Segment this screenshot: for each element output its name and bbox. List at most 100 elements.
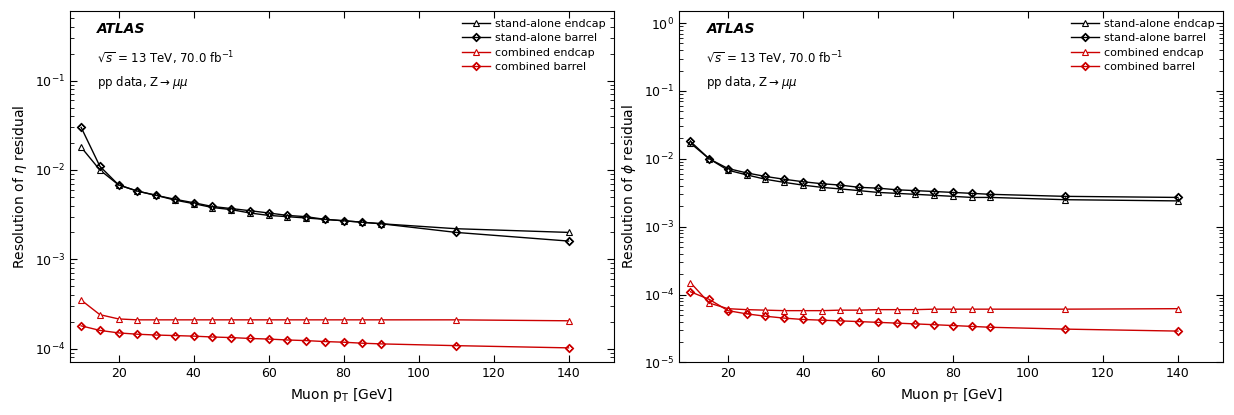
stand-alone barrel xyxy=(927,189,942,194)
stand-alone endcap xyxy=(684,141,698,146)
combined endcap xyxy=(777,308,792,313)
combined barrel xyxy=(870,320,885,325)
stand-alone endcap xyxy=(449,226,464,231)
combined endcap xyxy=(702,300,717,305)
Line: stand-alone endcap: stand-alone endcap xyxy=(78,144,573,236)
stand-alone barrel xyxy=(721,166,735,171)
Line: stand-alone barrel: stand-alone barrel xyxy=(77,123,573,245)
combined endcap xyxy=(890,307,905,312)
combined barrel xyxy=(130,332,144,337)
combined endcap xyxy=(93,312,107,317)
combined barrel xyxy=(111,330,126,335)
stand-alone barrel xyxy=(870,186,885,190)
combined barrel xyxy=(299,338,313,343)
stand-alone barrel xyxy=(814,181,829,186)
stand-alone barrel xyxy=(186,200,201,205)
combined endcap xyxy=(111,317,126,322)
combined endcap xyxy=(833,308,848,312)
combined endcap xyxy=(964,307,979,312)
stand-alone endcap xyxy=(223,207,238,212)
stand-alone barrel xyxy=(758,174,772,179)
stand-alone endcap xyxy=(74,145,89,150)
combined endcap xyxy=(1171,306,1186,311)
stand-alone endcap xyxy=(908,192,923,197)
combined barrel xyxy=(355,341,370,346)
stand-alone endcap xyxy=(242,210,257,215)
combined endcap xyxy=(149,317,164,322)
stand-alone barrel xyxy=(702,156,717,161)
stand-alone barrel xyxy=(851,185,866,190)
combined endcap xyxy=(908,307,923,312)
combined barrel xyxy=(964,324,979,329)
stand-alone endcap xyxy=(93,168,107,173)
combined barrel xyxy=(833,318,848,323)
stand-alone endcap xyxy=(870,190,885,195)
Text: pp data, Z$\rightarrow\mu\mu$: pp data, Z$\rightarrow\mu\mu$ xyxy=(706,74,798,91)
stand-alone barrel xyxy=(74,125,89,130)
Y-axis label: Resolution of $\phi$ residual: Resolution of $\phi$ residual xyxy=(621,104,638,269)
combined endcap xyxy=(945,307,960,312)
combined endcap xyxy=(186,317,201,322)
stand-alone endcap xyxy=(758,177,772,182)
Line: combined endcap: combined endcap xyxy=(78,297,573,324)
combined endcap xyxy=(168,317,183,322)
stand-alone barrel xyxy=(111,183,126,188)
stand-alone barrel xyxy=(317,217,332,222)
combined endcap xyxy=(870,307,885,312)
combined barrel xyxy=(336,340,350,345)
Legend: stand-alone endcap, stand-alone barrel, combined endcap, combined barrel: stand-alone endcap, stand-alone barrel, … xyxy=(1066,15,1219,77)
stand-alone endcap xyxy=(945,194,960,199)
stand-alone endcap xyxy=(262,213,276,218)
combined endcap xyxy=(355,317,370,322)
combined endcap xyxy=(130,317,144,322)
stand-alone barrel xyxy=(739,171,754,176)
stand-alone barrel xyxy=(1171,195,1186,200)
combined barrel xyxy=(927,322,942,327)
stand-alone endcap xyxy=(814,185,829,190)
stand-alone endcap xyxy=(168,198,183,203)
stand-alone barrel xyxy=(355,220,370,225)
combined barrel xyxy=(205,334,220,339)
stand-alone endcap xyxy=(355,220,370,225)
stand-alone endcap xyxy=(186,201,201,206)
stand-alone endcap xyxy=(777,180,792,185)
stand-alone endcap xyxy=(205,205,220,210)
combined barrel xyxy=(223,335,238,340)
combined barrel xyxy=(561,345,576,350)
stand-alone barrel xyxy=(561,239,576,244)
stand-alone barrel xyxy=(983,192,998,197)
Text: $\sqrt{s}$ = 13 TeV, 70.0 fb$^{-1}$: $\sqrt{s}$ = 13 TeV, 70.0 fb$^{-1}$ xyxy=(706,50,844,67)
combined barrel xyxy=(449,343,464,348)
combined barrel xyxy=(851,319,866,324)
X-axis label: Muon p$_{\mathrm{T}}$ [GeV]: Muon p$_{\mathrm{T}}$ [GeV] xyxy=(290,386,392,404)
Line: stand-alone endcap: stand-alone endcap xyxy=(687,140,1181,204)
combined barrel xyxy=(702,297,717,302)
Text: pp data, Z$\rightarrow\mu\mu$: pp data, Z$\rightarrow\mu\mu$ xyxy=(97,74,189,91)
stand-alone barrel xyxy=(908,188,923,193)
stand-alone endcap xyxy=(964,195,979,200)
combined barrel xyxy=(186,334,201,339)
stand-alone endcap xyxy=(299,215,313,220)
Text: ATLAS: ATLAS xyxy=(97,22,146,36)
stand-alone endcap xyxy=(317,217,332,222)
stand-alone barrel xyxy=(449,230,464,235)
combined endcap xyxy=(223,317,238,322)
stand-alone endcap xyxy=(739,172,754,177)
stand-alone barrel xyxy=(130,188,144,193)
combined endcap xyxy=(758,308,772,312)
combined endcap xyxy=(262,317,276,322)
stand-alone barrel xyxy=(374,221,389,226)
combined barrel xyxy=(758,314,772,319)
combined endcap xyxy=(739,307,754,312)
combined endcap xyxy=(336,317,350,322)
Legend: stand-alone endcap, stand-alone barrel, combined endcap, combined barrel: stand-alone endcap, stand-alone barrel, … xyxy=(458,15,610,77)
stand-alone barrel xyxy=(1058,194,1072,199)
combined barrel xyxy=(280,337,295,342)
stand-alone barrel xyxy=(299,214,313,219)
stand-alone endcap xyxy=(130,188,144,193)
stand-alone endcap xyxy=(721,168,735,173)
combined barrel xyxy=(721,308,735,313)
stand-alone endcap xyxy=(890,191,905,196)
combined endcap xyxy=(721,306,735,311)
stand-alone barrel xyxy=(149,193,164,198)
